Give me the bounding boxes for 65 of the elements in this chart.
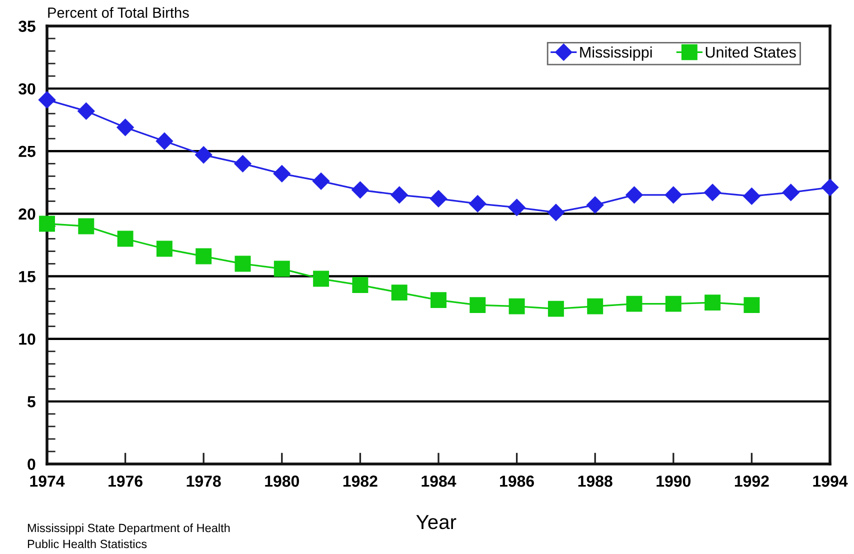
point bbox=[469, 195, 486, 212]
point bbox=[78, 218, 94, 234]
point bbox=[664, 186, 682, 204]
point bbox=[39, 216, 55, 232]
point bbox=[156, 240, 172, 257]
point bbox=[508, 198, 526, 216]
point bbox=[743, 188, 760, 205]
x-tick-label: 1982 bbox=[343, 476, 378, 487]
point bbox=[665, 296, 682, 312]
point bbox=[274, 260, 290, 277]
point bbox=[587, 298, 604, 314]
point bbox=[391, 284, 408, 301]
point bbox=[626, 296, 642, 312]
point bbox=[586, 196, 604, 214]
point bbox=[430, 190, 448, 208]
y-tick-label: 0 bbox=[28, 458, 36, 470]
x-tick-label: 1976 bbox=[108, 476, 142, 487]
point bbox=[234, 256, 251, 272]
y-axis-title: Percent of Total Births bbox=[48, 7, 189, 18]
x-axis-title: Year bbox=[416, 515, 456, 530]
point bbox=[626, 186, 643, 204]
point bbox=[156, 132, 173, 150]
y-tick-label: 5 bbox=[28, 396, 36, 408]
point bbox=[390, 186, 408, 204]
text: Public Health Statistics bbox=[28, 539, 147, 548]
point bbox=[704, 184, 722, 201]
y-tick-label: 10 bbox=[19, 333, 36, 345]
point bbox=[195, 146, 212, 164]
legend-label: United States bbox=[706, 46, 796, 58]
x-tick-label: 1990 bbox=[656, 476, 691, 487]
point bbox=[312, 172, 330, 190]
point bbox=[117, 230, 134, 247]
point bbox=[782, 184, 800, 201]
x-tick-label: 1994 bbox=[813, 476, 848, 487]
point bbox=[38, 91, 56, 108]
text: Mississippi State Department of Health bbox=[28, 523, 230, 535]
x-tick-label: 1988 bbox=[578, 476, 612, 487]
point bbox=[352, 181, 369, 198]
point bbox=[430, 292, 446, 308]
x-tick-label: 1984 bbox=[422, 476, 456, 487]
y-tick-label: 20 bbox=[18, 208, 36, 220]
point bbox=[704, 294, 721, 311]
point bbox=[273, 165, 290, 182]
x-tick-label: 1978 bbox=[186, 476, 221, 487]
x-tick-label: 1980 bbox=[265, 476, 300, 487]
y-tick-label: 25 bbox=[18, 146, 36, 158]
point bbox=[508, 298, 525, 314]
point bbox=[313, 270, 330, 287]
point bbox=[78, 102, 95, 120]
point bbox=[116, 118, 134, 136]
point bbox=[547, 204, 564, 222]
point bbox=[470, 297, 486, 314]
y-tick-label: 30 bbox=[18, 83, 36, 95]
point bbox=[548, 300, 564, 317]
point bbox=[196, 248, 212, 264]
point bbox=[352, 277, 368, 294]
x-tick-label: 1974 bbox=[30, 476, 65, 487]
point bbox=[234, 155, 252, 172]
point bbox=[821, 178, 839, 196]
x-tick-label: 1986 bbox=[500, 476, 534, 487]
y-tick-label: 35 bbox=[18, 20, 36, 32]
x-tick-label: 1992 bbox=[734, 476, 769, 487]
y-tick-label: 15 bbox=[19, 271, 36, 282]
legend-label: Mississippi bbox=[580, 46, 652, 61]
point bbox=[744, 297, 760, 314]
